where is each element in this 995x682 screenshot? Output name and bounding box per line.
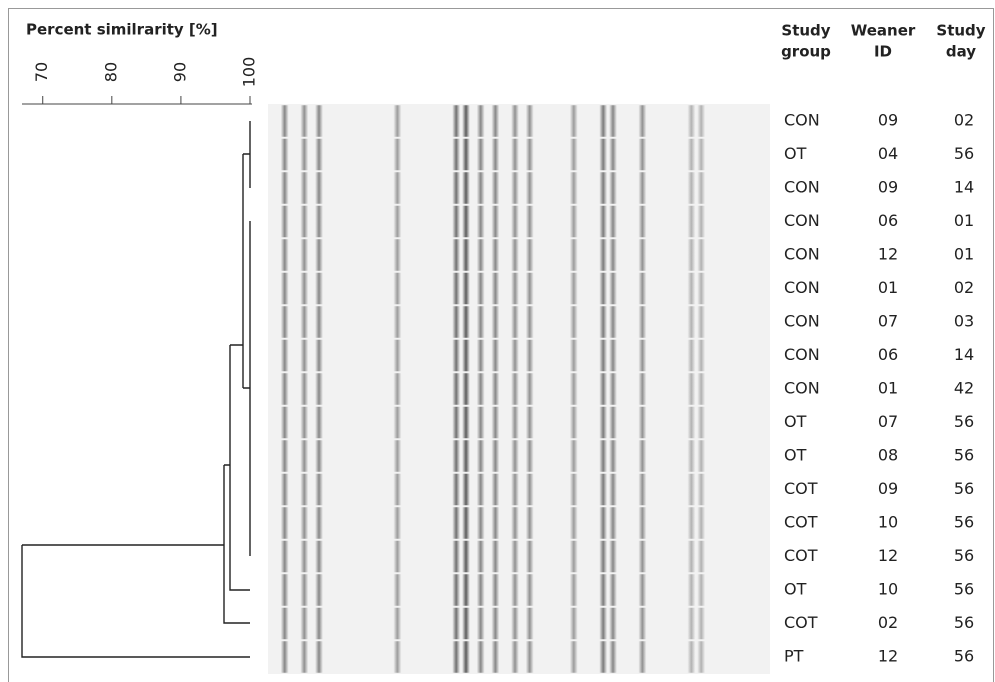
study-day: 56 [954, 580, 974, 599]
group: COT [784, 546, 818, 565]
study-day: 02 [954, 278, 974, 297]
gel-lane [270, 507, 760, 539]
study-day: 14 [954, 178, 974, 197]
frame [8, 8, 994, 682]
header: Weaner [851, 22, 916, 40]
gel-lane [270, 641, 760, 673]
header: day [946, 43, 976, 61]
weaner-id: 08 [878, 446, 898, 465]
weaner-id: 04 [878, 144, 898, 163]
header: Study [781, 22, 830, 40]
weaner-id: 10 [878, 580, 898, 599]
gel-lane [270, 172, 760, 204]
branch [243, 121, 251, 188]
weaner-id: 12 [878, 245, 898, 264]
group: OT [784, 580, 807, 599]
group: CON [784, 379, 820, 398]
gel-lane [270, 440, 760, 472]
gel-lane [270, 306, 760, 338]
study-day: 56 [954, 513, 974, 532]
branch [22, 465, 250, 624]
weaner-id: 01 [878, 278, 898, 297]
group: COT [784, 479, 818, 498]
branch [224, 345, 250, 591]
study-day: 42 [954, 379, 974, 398]
branch [243, 221, 251, 556]
weaner-id: 07 [878, 312, 898, 331]
study-day: 14 [954, 345, 974, 364]
gel-lane [270, 574, 760, 606]
tick-label: 70 [32, 62, 51, 82]
study-day: 56 [954, 613, 974, 632]
gel-lane [270, 373, 760, 405]
gel-lane [270, 138, 760, 171]
study-day: 02 [954, 111, 974, 130]
header: group [781, 43, 831, 61]
gel-lanes [270, 105, 760, 673]
study-day: 56 [954, 479, 974, 498]
weaner-id: 10 [878, 513, 898, 532]
weaner-id: 09 [878, 111, 898, 130]
weaner-id: 09 [878, 178, 898, 197]
weaner-id: 09 [878, 479, 898, 498]
header: ID [874, 43, 892, 61]
gel-lane [270, 540, 760, 573]
study-day: 56 [954, 546, 974, 565]
study-day: 56 [954, 412, 974, 431]
group: OT [784, 446, 807, 465]
gel-lane [270, 607, 760, 640]
group: PT [784, 647, 804, 666]
group: CON [784, 178, 820, 197]
study-day: 03 [954, 312, 974, 331]
study-day: 56 [954, 647, 974, 666]
group: CON [784, 245, 820, 264]
weaner-id: 02 [878, 613, 898, 632]
group: CON [784, 312, 820, 331]
gel-lane [270, 272, 760, 305]
dendrogram [21, 121, 251, 658]
weaner-id: 07 [878, 412, 898, 431]
group: CON [784, 345, 820, 364]
group: CON [784, 278, 820, 297]
study-day: 01 [954, 245, 974, 264]
group: COT [784, 513, 818, 532]
tick-label: 80 [101, 62, 120, 82]
weaner-id: 06 [878, 211, 898, 230]
branch [21, 545, 250, 658]
header: Study [936, 22, 985, 40]
tick-label: 90 [170, 62, 189, 82]
weaner-id: 06 [878, 345, 898, 364]
group: OT [784, 144, 807, 163]
study-day: 56 [954, 144, 974, 163]
weaner-id: 12 [878, 647, 898, 666]
group: OT [784, 412, 807, 431]
group: COT [784, 613, 818, 632]
weaner-id: 12 [878, 546, 898, 565]
group: CON [784, 111, 820, 130]
weaner-id: 01 [878, 379, 898, 398]
gel-lane [270, 406, 760, 439]
gel-lane [270, 473, 760, 506]
study-day: 01 [954, 211, 974, 230]
gel-lane [270, 239, 760, 271]
group: CON [784, 211, 820, 230]
tick-label: 100 [240, 57, 259, 88]
study-day: 56 [954, 446, 974, 465]
gel-lane [270, 205, 760, 238]
gel-lane [270, 339, 760, 372]
gel-lane [270, 105, 760, 137]
branch [230, 154, 244, 388]
scale-title: Percent similrarity [%] [26, 21, 218, 39]
